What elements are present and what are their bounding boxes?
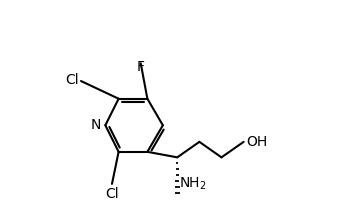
- Text: F: F: [137, 60, 145, 74]
- Text: N: N: [91, 118, 101, 132]
- Text: Cl: Cl: [105, 187, 119, 201]
- Text: Cl: Cl: [65, 73, 79, 87]
- Text: OH: OH: [246, 135, 267, 149]
- Text: NH$_2$: NH$_2$: [179, 175, 207, 192]
